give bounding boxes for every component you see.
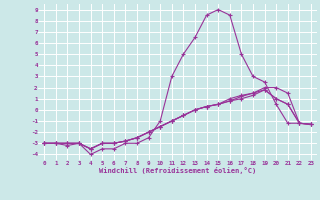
- X-axis label: Windchill (Refroidissement éolien,°C): Windchill (Refroidissement éolien,°C): [99, 167, 256, 174]
